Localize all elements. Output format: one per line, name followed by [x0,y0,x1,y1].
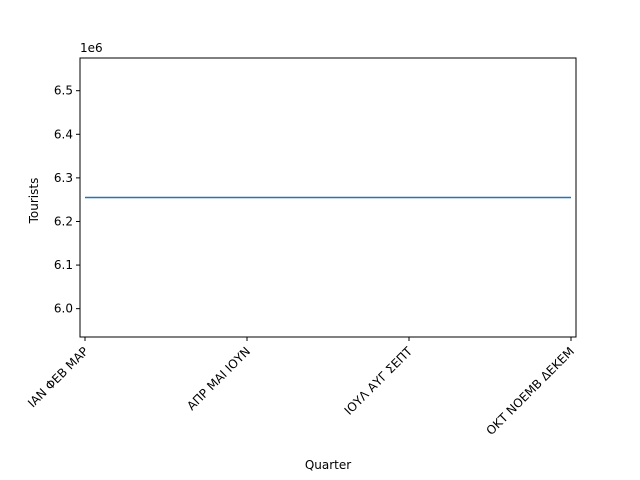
x-tick-label: ΙΑΝ ΦΕΒ ΜΑΡ [25,344,91,410]
x-tick-label: ΟΚΤ ΝΟΕΜΒ ΔΕΚΕΜ [483,344,577,438]
y-axis-offset-label: 1e6 [80,41,103,55]
y-axis-label: Tourists [27,178,41,225]
y-tick-label: 6.5 [54,84,73,98]
x-tick-label: ΙΟΥΛ ΑΥΓ ΣΕΠΤ [342,344,416,418]
plot-area-frame [79,57,577,338]
y-tick-label: 6.3 [54,171,73,185]
y-tick-label: 6.2 [54,214,73,228]
x-axis-label: Quarter [305,458,351,472]
y-tick-label: 6.0 [54,302,73,316]
y-tick-label: 6.4 [54,127,73,141]
y-tick-label: 6.1 [54,258,73,272]
x-tick-label: ΑΠΡ ΜΑΙ ΙΟΥΝ [184,344,253,413]
